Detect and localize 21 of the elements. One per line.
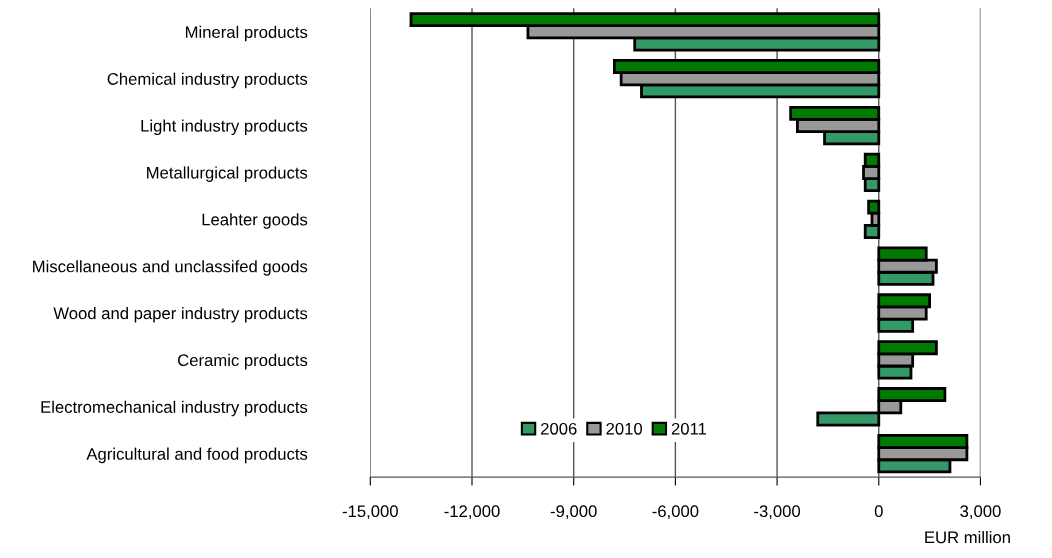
y-tick-label: Leahter goods xyxy=(202,213,308,229)
y-tick-label: Agricultural and food products xyxy=(86,447,308,464)
x-axis-title: EUR million xyxy=(925,530,1010,544)
x-tick-label: -3,000 xyxy=(754,505,801,520)
x-tick-label: 0 xyxy=(874,505,883,518)
y-tick-label: Chemical industry products xyxy=(107,72,308,89)
y-tick-label: Light industry products xyxy=(141,119,308,136)
legend-label: 2011 xyxy=(671,422,707,435)
x-tick-label: 3,000 xyxy=(960,505,1001,520)
y-tick-label: Wood and paper industry products xyxy=(53,307,308,323)
legend-label: 2010 xyxy=(606,422,643,435)
y-tick-label: Ceramic products xyxy=(178,353,308,370)
x-tick-label: -12,000 xyxy=(444,505,500,520)
legend-label: 2006 xyxy=(541,422,577,435)
x-tick-label: -15,000 xyxy=(342,505,398,520)
y-tick-label: Metallurgical products xyxy=(147,166,308,182)
y-tick-label: Mineral products xyxy=(185,25,308,42)
y-tick-label: Miscellaneous and unclassifed goods xyxy=(33,260,308,276)
x-tick-label: -6,000 xyxy=(652,505,699,520)
y-tick-label: Electromechanical industry products xyxy=(41,400,308,417)
x-tick-label: -9,000 xyxy=(550,505,597,520)
